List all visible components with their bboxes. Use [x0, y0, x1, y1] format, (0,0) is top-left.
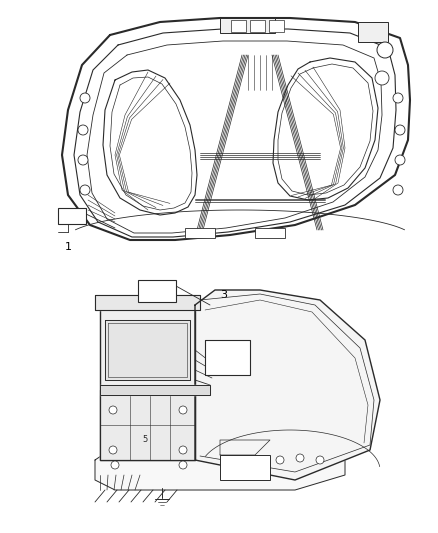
Circle shape	[395, 125, 405, 135]
Circle shape	[111, 461, 119, 469]
Polygon shape	[105, 320, 190, 380]
Circle shape	[80, 93, 90, 103]
Text: 3: 3	[220, 290, 227, 300]
Circle shape	[179, 406, 187, 414]
Polygon shape	[100, 390, 195, 460]
Bar	[250, 20, 265, 32]
Circle shape	[109, 446, 117, 454]
Circle shape	[78, 125, 88, 135]
Polygon shape	[195, 290, 380, 480]
Bar	[185, 228, 215, 238]
Bar	[205, 340, 250, 375]
Circle shape	[80, 185, 90, 195]
Circle shape	[296, 454, 304, 462]
Text: 5: 5	[142, 435, 148, 445]
Circle shape	[179, 446, 187, 454]
Circle shape	[375, 71, 389, 85]
Circle shape	[316, 456, 324, 464]
Polygon shape	[95, 450, 345, 490]
Bar	[255, 228, 285, 238]
Bar	[231, 20, 246, 32]
Circle shape	[377, 42, 393, 58]
Text: 1: 1	[64, 242, 71, 252]
Polygon shape	[100, 385, 210, 395]
Bar	[138, 280, 176, 302]
Circle shape	[393, 93, 403, 103]
Bar	[220, 455, 270, 480]
Polygon shape	[62, 18, 410, 240]
Circle shape	[393, 185, 403, 195]
Circle shape	[78, 155, 88, 165]
Circle shape	[395, 155, 405, 165]
Bar	[269, 20, 284, 32]
Circle shape	[276, 456, 284, 464]
Circle shape	[179, 461, 187, 469]
Polygon shape	[95, 295, 200, 310]
Bar	[58, 208, 86, 224]
Bar	[220, 18, 275, 33]
Polygon shape	[100, 305, 195, 460]
Bar	[358, 22, 388, 42]
Circle shape	[109, 406, 117, 414]
